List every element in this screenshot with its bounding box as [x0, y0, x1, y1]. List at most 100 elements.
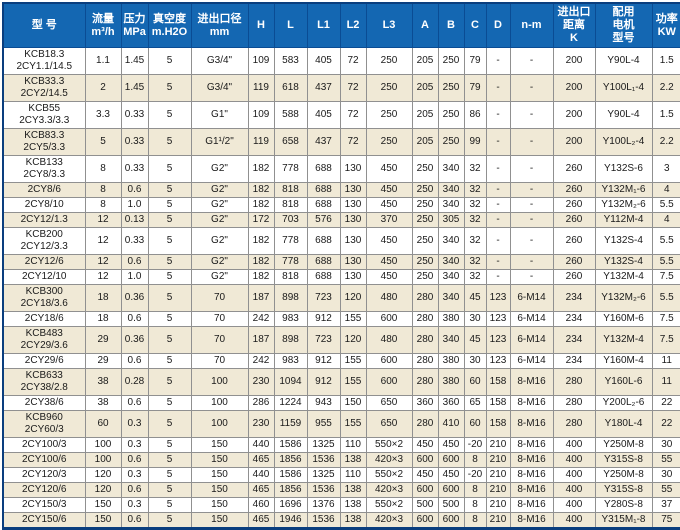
- cell-A: 360: [411, 395, 439, 411]
- col-header-model: 型 号: [2, 2, 86, 48]
- cell-n_m: -: [509, 47, 554, 75]
- cell-flow: 60: [84, 410, 122, 438]
- model-cell: KCB33.3 2CY2/14.5: [2, 74, 86, 102]
- cell-L2: 72: [339, 101, 367, 129]
- cell-vacuum: 5: [147, 182, 192, 198]
- table-row: KCB483 2CY29/3.6 29 0.36 5 70 187 898 723 120 480…: [2, 326, 680, 354]
- cell-H: 119: [247, 128, 275, 156]
- cell-L2: 130: [339, 182, 367, 198]
- cell-A: 205: [411, 101, 439, 129]
- model-cell: 2CY12/6: [2, 254, 86, 270]
- cell-port: G2": [190, 254, 249, 270]
- cell-pressure: 0.3: [120, 437, 149, 453]
- cell-port: G2": [190, 155, 249, 183]
- cell-power: 22: [651, 410, 680, 438]
- model-cell: 2CY100/6: [2, 452, 86, 468]
- cell-H: 109: [247, 47, 275, 75]
- cell-H: 182: [247, 269, 275, 285]
- cell-K: 200: [552, 128, 596, 156]
- cell-L2: 130: [339, 197, 367, 213]
- cell-n_m: 6-M14: [509, 311, 554, 327]
- cell-L1: 1536: [306, 452, 341, 468]
- table-row: 2CY12/6 12 0.6 5 G2" 182 778 688 130 450 250 340 32-…: [2, 254, 680, 270]
- cell-C: 60: [463, 410, 487, 438]
- model-cell: 2CY12/1.3: [2, 212, 86, 228]
- cell-vacuum: 5: [147, 395, 192, 411]
- cell-power: 2.2: [651, 128, 680, 156]
- cell-A: 600: [411, 512, 439, 529]
- cell-H: 230: [247, 368, 275, 396]
- cell-n_m: -: [509, 227, 554, 255]
- cell-B: 340: [437, 155, 465, 183]
- cell-power: 3: [651, 155, 680, 183]
- cell-K: 260: [552, 254, 596, 270]
- cell-L2: 155: [339, 410, 367, 438]
- cell-L1: 912: [306, 311, 341, 327]
- cell-power: 4: [651, 182, 680, 198]
- cell-L3: 600: [365, 353, 413, 369]
- cell-flow: 8: [84, 182, 122, 198]
- cell-H: 460: [247, 497, 275, 513]
- cell-vacuum: 5: [147, 269, 192, 285]
- model-cell: KCB133 2CY8/3.3: [2, 155, 86, 183]
- cell-vacuum: 5: [147, 227, 192, 255]
- cell-port: G2": [190, 212, 249, 228]
- cell-flow: 100: [84, 437, 122, 453]
- cell-power: 55: [651, 452, 680, 468]
- cell-motor: Y132M₂-6: [594, 197, 653, 213]
- cell-B: 380: [437, 353, 465, 369]
- cell-B: 600: [437, 482, 465, 498]
- cell-D: -: [485, 227, 511, 255]
- cell-n_m: 6-M14: [509, 284, 554, 312]
- cell-pressure: 0.33: [120, 227, 149, 255]
- cell-flow: 150: [84, 512, 122, 529]
- cell-B: 340: [437, 182, 465, 198]
- cell-C: 8: [463, 497, 487, 513]
- cell-C: -20: [463, 437, 487, 453]
- cell-flow: 12: [84, 227, 122, 255]
- col-header-vacuum: 真空度 m.H2O: [147, 2, 192, 48]
- cell-flow: 3.3: [84, 101, 122, 129]
- cell-H: 230: [247, 410, 275, 438]
- cell-L3: 420×3: [365, 512, 413, 529]
- cell-pressure: 0.6: [120, 182, 149, 198]
- cell-D: 158: [485, 368, 511, 396]
- cell-L1: 723: [306, 326, 341, 354]
- cell-vacuum: 5: [147, 47, 192, 75]
- cell-L3: 480: [365, 326, 413, 354]
- cell-motor: Y132M₂-6: [594, 284, 653, 312]
- cell-flow: 29: [84, 353, 122, 369]
- cell-L2: 130: [339, 269, 367, 285]
- cell-power: 75: [651, 512, 680, 529]
- cell-L2: 72: [339, 47, 367, 75]
- cell-D: 158: [485, 410, 511, 438]
- cell-L: 1159: [273, 410, 308, 438]
- cell-L: 1856: [273, 452, 308, 468]
- cell-K: 260: [552, 197, 596, 213]
- cell-C: 65: [463, 395, 487, 411]
- cell-flow: 12: [84, 269, 122, 285]
- table-row: 2CY12/10 12 1.0 5 G2" 182 818 688 130 450 250 340 32…: [2, 269, 680, 285]
- col-header-L: L: [273, 2, 308, 48]
- cell-B: 340: [437, 227, 465, 255]
- cell-L3: 600: [365, 311, 413, 327]
- cell-K: 234: [552, 311, 596, 327]
- cell-flow: 120: [84, 467, 122, 483]
- cell-C: 32: [463, 182, 487, 198]
- cell-A: 250: [411, 197, 439, 213]
- cell-power: 55: [651, 482, 680, 498]
- cell-D: 123: [485, 284, 511, 312]
- cell-L3: 450: [365, 182, 413, 198]
- cell-L2: 120: [339, 326, 367, 354]
- model-cell: KCB83.3 2CY5/3.3: [2, 128, 86, 156]
- cell-flow: 12: [84, 254, 122, 270]
- cell-pressure: 0.33: [120, 101, 149, 129]
- cell-vacuum: 5: [147, 353, 192, 369]
- table-body: KCB18.3 2CY1.1/14.5 1.1 1.45 5 G3/4" 109 583 40…: [2, 47, 680, 529]
- cell-B: 340: [437, 197, 465, 213]
- cell-A: 450: [411, 467, 439, 483]
- cell-n_m: 8-M16: [509, 410, 554, 438]
- cell-L3: 550×2: [365, 497, 413, 513]
